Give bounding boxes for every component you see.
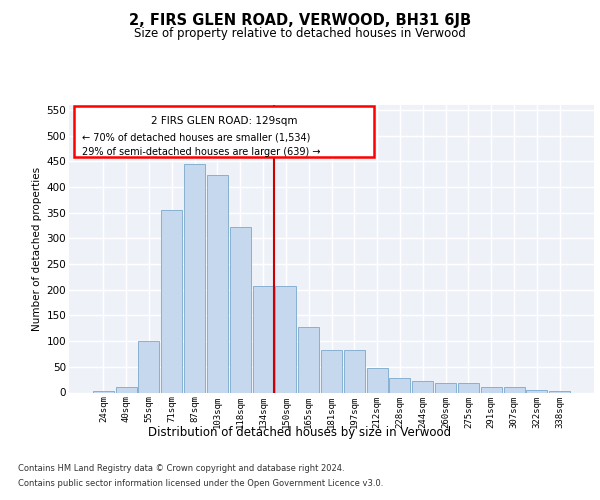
Text: ← 70% of detached houses are smaller (1,534): ← 70% of detached houses are smaller (1,… — [82, 132, 311, 142]
FancyBboxPatch shape — [74, 106, 373, 157]
Bar — [275, 286, 296, 393]
Bar — [230, 226, 251, 392]
Text: Contains HM Land Registry data © Crown copyright and database right 2024.: Contains HM Land Registry data © Crown c… — [18, 464, 344, 473]
Bar — [207, 176, 228, 392]
Bar — [458, 384, 479, 392]
Text: Distribution of detached houses by size in Verwood: Distribution of detached houses by size … — [148, 426, 452, 439]
Text: 2 FIRS GLEN ROAD: 129sqm: 2 FIRS GLEN ROAD: 129sqm — [151, 116, 297, 126]
Bar — [253, 286, 274, 393]
Bar — [481, 388, 502, 392]
Bar — [503, 388, 524, 392]
Text: Size of property relative to detached houses in Verwood: Size of property relative to detached ho… — [134, 28, 466, 40]
Bar — [526, 390, 547, 392]
Text: 2, FIRS GLEN ROAD, VERWOOD, BH31 6JB: 2, FIRS GLEN ROAD, VERWOOD, BH31 6JB — [129, 12, 471, 28]
Text: Contains public sector information licensed under the Open Government Licence v3: Contains public sector information licen… — [18, 479, 383, 488]
Bar — [298, 327, 319, 392]
Bar — [161, 210, 182, 392]
Bar — [184, 164, 205, 392]
Bar — [116, 388, 137, 392]
Y-axis label: Number of detached properties: Number of detached properties — [32, 166, 43, 331]
Bar — [435, 384, 456, 392]
Bar — [139, 341, 160, 392]
Bar — [367, 368, 388, 392]
Text: 29% of semi-detached houses are larger (639) →: 29% of semi-detached houses are larger (… — [82, 146, 320, 156]
Bar — [344, 350, 365, 393]
Bar — [321, 350, 342, 393]
Bar — [389, 378, 410, 392]
Bar — [412, 381, 433, 392]
